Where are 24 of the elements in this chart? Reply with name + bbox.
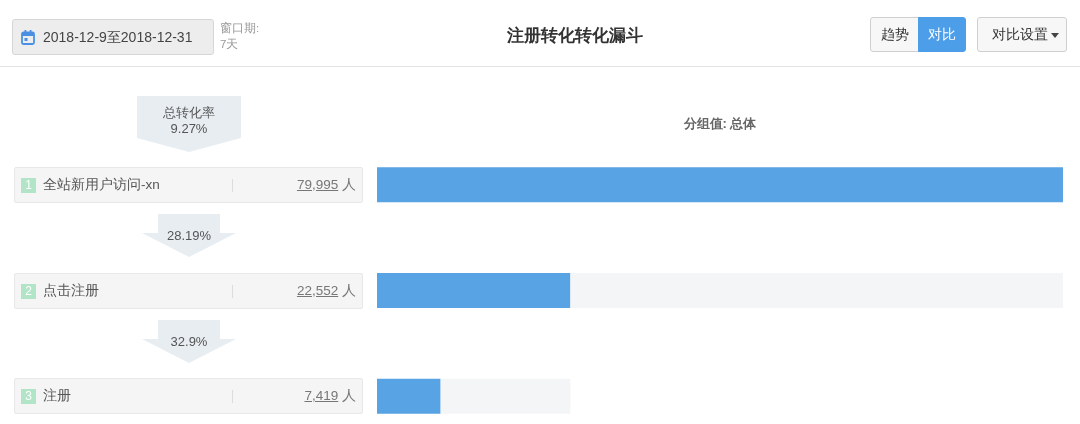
data-label: 22,552 人 [296,281,356,300]
dropdown-button: 对比设置 [977,17,1067,52]
chart-title: 注册转化转化漏斗 [506,25,644,47]
data-label: 79,995 人 [296,175,356,194]
text: 窗口期: [220,21,260,36]
toggle-button: 趋势 [870,17,919,52]
chart-subtitle: 分组值: 总体 [682,115,758,132]
text: 28.19% [165,227,213,244]
step-card: 2 点击注册 22,552 人 [14,272,363,309]
text: 总转化率 [162,104,216,121]
text: 7天 [220,37,239,52]
toggle-button: 对比 [918,17,966,52]
number-badge: 1 [21,177,36,193]
step-card: 3 注册 7,419 人 [14,378,363,415]
number-badge: 3 [21,389,36,405]
y-tick-label: 注册 [43,387,71,406]
text: 9.27% [169,120,209,137]
date-picker: 2018-12-9至2018-12-31 [12,19,214,55]
data-label: 7,419 人 [304,387,356,406]
y-tick-label: 全站新用户访问-xn [43,175,160,194]
number-badge: 2 [21,283,36,299]
y-tick-label: 点击注册 [43,281,99,300]
text: 32.9% [169,333,209,350]
step-card: 1 全站新用户访问-xn 79,995 人 [14,166,363,203]
